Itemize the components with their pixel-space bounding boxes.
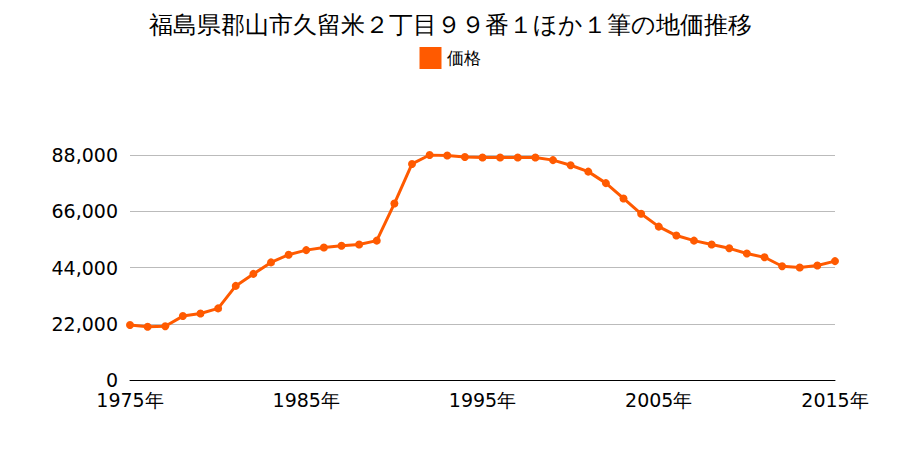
svg-text:1995年: 1995年 [449, 389, 516, 411]
svg-text:0: 0 [105, 369, 118, 391]
svg-text:1975年: 1975年 [96, 389, 163, 411]
svg-text:1985年: 1985年 [273, 389, 340, 411]
svg-text:66,000: 66,000 [52, 200, 118, 222]
svg-text:価格: 価格 [447, 48, 481, 68]
svg-text:福島県郡山市久留米２丁目９９番１ほか１筆の地価推移: 福島県郡山市久留米２丁目９９番１ほか１筆の地価推移 [149, 11, 752, 39]
svg-text:2015年: 2015年 [801, 389, 868, 411]
svg-text:88,000: 88,000 [52, 144, 118, 166]
svg-text:2005年: 2005年 [625, 389, 692, 411]
svg-text:22,000: 22,000 [52, 313, 118, 335]
svg-text:44,000: 44,000 [52, 257, 118, 279]
